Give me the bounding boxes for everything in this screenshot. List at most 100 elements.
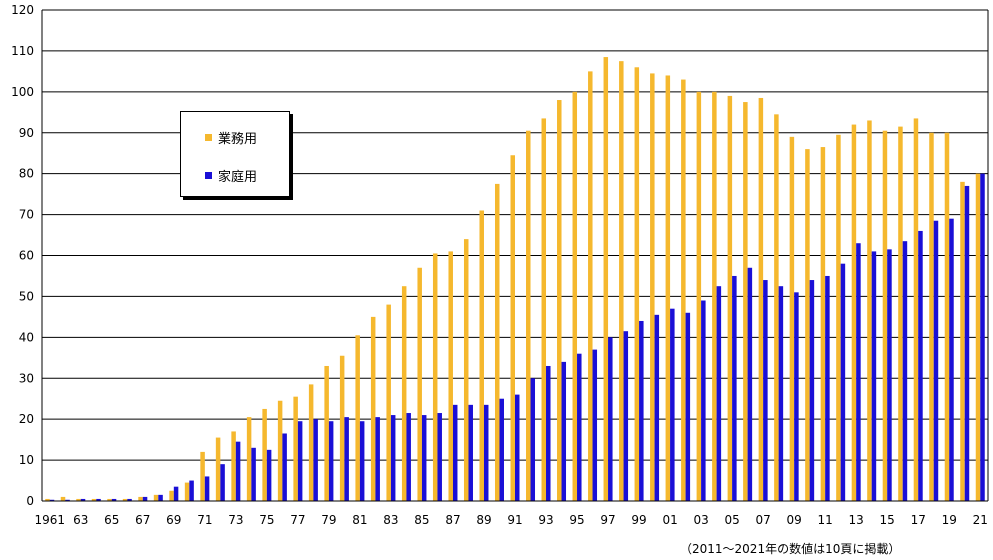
bar-business <box>913 118 919 502</box>
x-tick-label: 05 <box>724 513 739 527</box>
y-tick-label: 50 <box>19 289 34 303</box>
bar-home <box>530 378 536 501</box>
bar-home <box>794 292 799 501</box>
bar-business <box>510 155 515 501</box>
footnote: （2011～2021年の数値は10頁に掲載） <box>680 542 901 556</box>
bar-business <box>184 482 190 501</box>
bar-home <box>142 496 148 501</box>
bar-home <box>328 421 334 501</box>
bar-business <box>76 498 81 501</box>
x-axis-ticks: 1961 63 65 67 69 71 73 75 77 79 81 83 85 87 89 91 93 95 97… <box>34 513 987 527</box>
x-tick-label: 63 <box>73 513 88 527</box>
legend-swatch-home <box>205 172 212 179</box>
bar-home <box>375 417 380 501</box>
bar-business <box>712 91 717 501</box>
bar-home <box>282 433 287 501</box>
bar-business <box>401 286 407 501</box>
y-tick-label: 30 <box>19 371 34 385</box>
bar-business <box>494 183 500 501</box>
x-tick-label: 73 <box>228 513 243 527</box>
x-tick-label: 15 <box>880 513 895 527</box>
bar-business <box>138 496 143 501</box>
bar-business <box>619 61 624 502</box>
bar-business <box>898 126 903 502</box>
bar-business <box>45 498 50 501</box>
bar-business <box>153 494 159 501</box>
bar-business <box>339 355 345 501</box>
x-tick-label: 89 <box>476 513 491 527</box>
bar-home <box>96 498 101 501</box>
y-tick-label: 20 <box>19 412 34 426</box>
bar-business <box>836 134 841 502</box>
x-tick-label: 09 <box>787 513 802 527</box>
bar-business <box>603 57 609 502</box>
bar-home <box>732 275 737 501</box>
bar-business <box>417 267 422 501</box>
bar-business <box>774 114 779 501</box>
bar-business <box>370 316 376 502</box>
x-tick-label: 07 <box>755 513 770 527</box>
bar-home <box>840 263 846 501</box>
x-tick-label: 85 <box>414 513 429 527</box>
x-tick-label: 71 <box>197 513 212 527</box>
y-tick-label: 70 <box>19 208 34 222</box>
bar-business <box>386 304 391 501</box>
bar-home <box>964 185 970 501</box>
bar-home <box>406 413 411 501</box>
bar-business <box>727 95 733 502</box>
bar-business <box>681 79 686 501</box>
bar-business <box>789 136 795 501</box>
bar-home <box>483 404 489 501</box>
bar-home <box>933 220 939 501</box>
legend-label-home: 家庭用 <box>218 170 258 185</box>
bar-business <box>60 496 66 501</box>
bar-business <box>324 365 329 501</box>
bar-home <box>49 499 55 501</box>
bar-home <box>639 320 644 501</box>
bar-business <box>91 498 97 501</box>
bar-business <box>355 335 360 501</box>
x-tick-label: 81 <box>352 513 367 527</box>
y-tick-label: 80 <box>19 167 34 181</box>
bar-home <box>825 275 830 501</box>
y-tick-label: 40 <box>19 330 34 344</box>
bar-home <box>390 415 396 501</box>
x-tick-label: 13 <box>849 513 864 527</box>
bar-business <box>557 100 562 502</box>
bar-home <box>608 337 613 501</box>
bar-business <box>293 396 298 501</box>
bar-home <box>297 421 303 501</box>
bar-home <box>421 415 427 501</box>
legend-label-business: 業務用 <box>218 132 258 147</box>
bar-home <box>887 249 892 501</box>
bar-business <box>262 408 267 501</box>
bar-home <box>127 498 132 501</box>
bar-home <box>189 480 194 501</box>
bar-home <box>701 300 706 501</box>
x-tick-label: 75 <box>259 513 274 527</box>
legend-swatch-business <box>205 134 212 141</box>
x-tick-label: 83 <box>383 513 398 527</box>
bar-home <box>251 447 256 501</box>
bar-business <box>867 120 872 501</box>
y-tick-label: 110 <box>11 44 34 58</box>
y-tick-label: 10 <box>19 453 34 467</box>
bar-home <box>468 404 473 501</box>
x-tick-label: 91 <box>507 513 522 527</box>
bar-home <box>871 251 877 501</box>
bar-home <box>856 243 861 501</box>
bar-home <box>111 498 117 501</box>
bar-business <box>277 400 283 501</box>
bar-home <box>716 286 722 501</box>
bar-business <box>448 251 453 501</box>
bar-home <box>918 230 923 501</box>
bar-home <box>561 361 567 501</box>
bar-home <box>685 312 691 501</box>
bar-business <box>805 149 810 501</box>
x-tick-label: 97 <box>600 513 615 527</box>
bar-home <box>902 241 908 501</box>
bar-home <box>623 331 629 501</box>
bar-home <box>344 417 349 501</box>
bar-home <box>515 394 520 501</box>
bar-home <box>763 280 768 501</box>
